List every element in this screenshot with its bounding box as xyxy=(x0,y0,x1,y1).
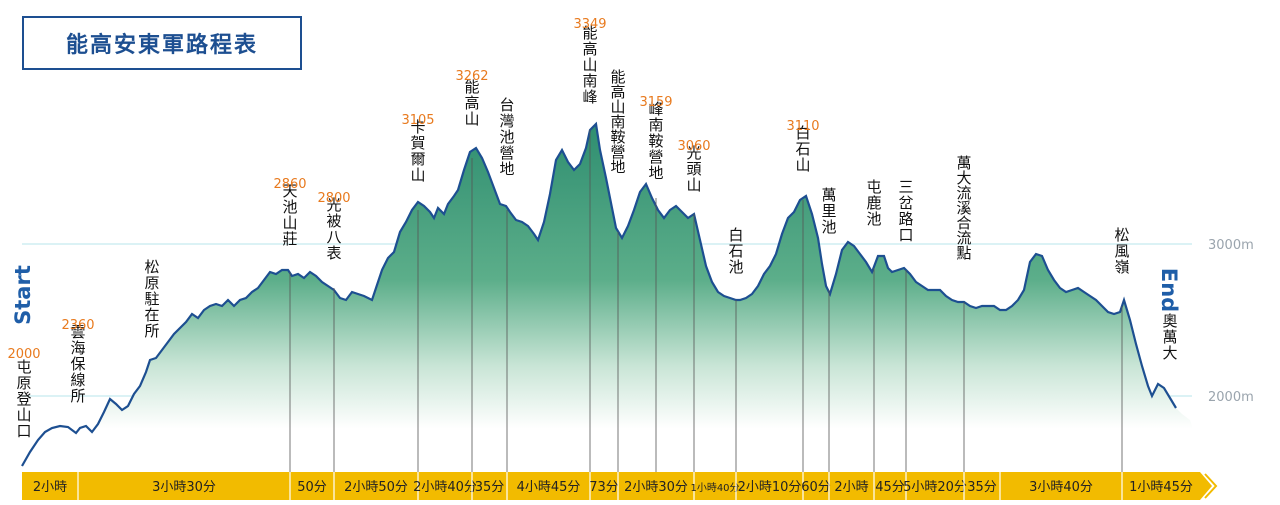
waypoint-name: 峰南鞍營地 xyxy=(648,100,663,182)
waypoint-name: 天池山莊 xyxy=(282,182,297,248)
time-segment-label: 2小時 xyxy=(33,480,67,495)
waypoint-elevation: 2000 xyxy=(7,347,40,362)
waypoint-elevation: 3105 xyxy=(401,113,434,128)
waypoint-elevation: 3262 xyxy=(455,69,488,84)
time-segment-label: 4小時45分 xyxy=(517,480,581,495)
time-segment-label: 2小時50分 xyxy=(344,480,408,495)
waypoint-name: 白石山 xyxy=(795,124,810,174)
time-segment-label: 5小時20分 xyxy=(903,480,967,495)
time-segment-label: 1小時45分 xyxy=(1129,480,1193,495)
waypoint-name: 雲海保線所 xyxy=(70,323,85,405)
waypoint-name: 能高山南鞍營地 xyxy=(610,68,625,176)
waypoint-elevation: 3349 xyxy=(573,17,606,32)
time-segment-label: 45分 xyxy=(875,480,905,495)
waypoint-markers xyxy=(289,130,1123,472)
waypoint-name: 萬大流溪合流點 xyxy=(956,154,971,262)
time-segment-label: 2小時10分 xyxy=(738,480,802,495)
waypoint-name: 萬里池 xyxy=(821,186,836,236)
time-segment-label: 50分 xyxy=(297,480,327,495)
time-segment-label: 35分 xyxy=(475,480,505,495)
waypoint-elevation: 2360 xyxy=(61,318,94,333)
time-segment-label: 35分 xyxy=(967,480,997,495)
time-bar-arrow-tip xyxy=(1204,473,1218,499)
time-segment-label: 60分 xyxy=(801,480,831,495)
title-box: 能高安東軍路程表 xyxy=(22,16,302,70)
axis-label-2000: 2000m xyxy=(1208,390,1254,405)
elevation-profile-area xyxy=(22,124,1194,470)
waypoint-name: 光頭山 xyxy=(686,144,701,194)
time-segment-label: 2小時30分 xyxy=(624,480,688,495)
waypoint-name: 松風嶺 xyxy=(1114,226,1129,276)
time-segment-label: 1小時40分 xyxy=(690,482,739,494)
time-segment-label: 3小時30分 xyxy=(152,480,216,495)
time-bar xyxy=(22,472,1212,500)
waypoint-name: 奧萬大 xyxy=(1162,312,1177,362)
waypoint-elevation: 3110 xyxy=(786,119,819,134)
waypoint-name: 三岔路口 xyxy=(898,178,913,244)
waypoint-elevation: 3060 xyxy=(677,139,710,154)
time-segment-label: 73分 xyxy=(589,480,619,495)
time-segment-label: 3小時40分 xyxy=(1029,480,1093,495)
waypoint-name: 光被八表 xyxy=(326,196,341,262)
waypoint-name: 能高山 xyxy=(464,78,479,128)
waypoint-name: 松原駐在所 xyxy=(144,258,159,340)
time-segment-label: 2小時 xyxy=(834,480,868,495)
waypoint-elevation: 2860 xyxy=(273,177,306,192)
waypoint-elevation: 3159 xyxy=(639,95,672,110)
end-label: End xyxy=(1157,268,1181,312)
waypoint-name: 能高山南峰 xyxy=(582,24,597,106)
waypoint-name: 屯原登山口 xyxy=(16,358,31,440)
axis-label-3000: 3000m xyxy=(1208,238,1254,253)
waypoint-elevation: 2800 xyxy=(317,191,350,206)
time-segment-label: 2小時40分 xyxy=(413,480,477,495)
elevation-profile-line xyxy=(21,121,1177,467)
page-title: 能高安東軍路程表 xyxy=(65,33,258,58)
start-label: Start xyxy=(11,265,35,325)
waypoint-name: 台灣池營地 xyxy=(499,96,514,178)
waypoint-name: 卡賀爾山 xyxy=(410,118,425,184)
waypoint-name: 白石池 xyxy=(728,226,743,276)
waypoint-name: 屯鹿池 xyxy=(866,178,881,228)
